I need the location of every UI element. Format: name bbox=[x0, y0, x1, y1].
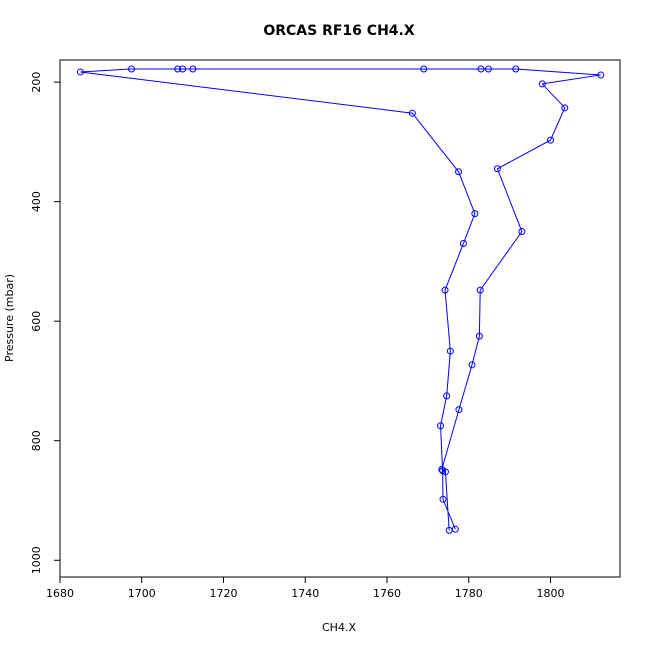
data-point bbox=[438, 465, 446, 473]
data-point bbox=[437, 422, 445, 430]
data-point bbox=[420, 65, 428, 73]
data-point bbox=[174, 65, 182, 73]
x-axis: 1680 1700 1720 1740 1760 1780 1800 bbox=[46, 576, 565, 600]
data-point bbox=[443, 392, 451, 400]
data-point bbox=[445, 526, 453, 534]
data-point bbox=[459, 239, 467, 247]
data-point bbox=[538, 80, 546, 88]
x-tick-label: 1740 bbox=[291, 587, 319, 600]
data-point bbox=[446, 347, 454, 355]
y-axis-label: Pressure (mbar) bbox=[3, 274, 16, 362]
data-point bbox=[441, 468, 449, 476]
data-point bbox=[408, 109, 416, 117]
data-point bbox=[76, 68, 84, 76]
data-point bbox=[512, 65, 520, 73]
data-point bbox=[439, 495, 447, 503]
data-point bbox=[128, 65, 136, 73]
x-tick-label: 1680 bbox=[46, 587, 74, 600]
data-point bbox=[547, 136, 555, 144]
y-tick-label: 600 bbox=[30, 311, 43, 332]
y-tick-label: 200 bbox=[30, 72, 43, 93]
y-tick-label: 400 bbox=[30, 191, 43, 212]
chart-title: ORCAS RF16 CH4.X bbox=[263, 23, 414, 39]
data-point bbox=[475, 332, 483, 340]
data-point bbox=[179, 65, 187, 73]
data-point bbox=[477, 65, 485, 73]
series-line bbox=[80, 68, 601, 531]
data-point bbox=[471, 210, 479, 218]
data-point bbox=[455, 406, 463, 414]
plot-frame bbox=[59, 59, 621, 578]
data-point bbox=[441, 286, 449, 294]
data-point bbox=[484, 65, 492, 73]
data-point bbox=[493, 165, 501, 173]
x-tick-label: 1800 bbox=[537, 587, 565, 600]
data-point bbox=[468, 361, 476, 369]
x-tick-label: 1700 bbox=[128, 587, 156, 600]
y-tick-label: 1000 bbox=[30, 546, 43, 574]
data-point bbox=[455, 168, 463, 176]
series-layer bbox=[76, 65, 605, 534]
data-point bbox=[561, 104, 569, 112]
y-tick-label: 800 bbox=[30, 430, 43, 451]
data-point bbox=[189, 65, 197, 73]
data-point bbox=[518, 228, 526, 236]
data-point bbox=[597, 71, 605, 79]
data-point bbox=[476, 286, 484, 294]
x-tick-label: 1720 bbox=[210, 587, 238, 600]
x-tick-label: 1780 bbox=[455, 587, 483, 600]
x-tick-label: 1760 bbox=[373, 587, 401, 600]
x-axis-label: CH4.X bbox=[322, 621, 356, 634]
y-axis: 200 400 600 800 1000 bbox=[30, 72, 61, 574]
